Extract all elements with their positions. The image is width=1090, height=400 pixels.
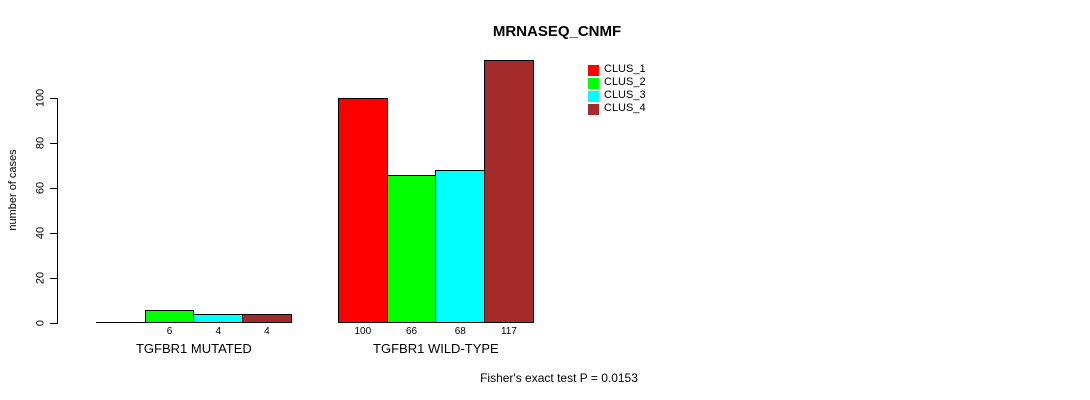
bar-value-label: 66 <box>405 326 418 337</box>
y-tick-label: 60 <box>34 181 47 195</box>
legend-label-clus-3: CLUS_3 <box>604 89 646 101</box>
bar-clus-4-tgfbr1-wild-type <box>484 59 534 323</box>
group-label-tgfbr1-wild-type: TGFBR1 WILD-TYPE <box>373 341 499 356</box>
y-tick-label: 0 <box>34 319 47 327</box>
legend-label-clus-4: CLUS_4 <box>604 102 646 114</box>
y-axis-tick <box>50 143 58 144</box>
bar-clus-1-tgfbr1-mutated <box>96 322 146 323</box>
legend-swatch-clus-4 <box>588 104 599 115</box>
bar-value-label: 100 <box>354 326 372 337</box>
y-axis-tick <box>50 278 58 279</box>
stat-annotation: Fisher's exact test P = 0.0153 <box>480 371 638 385</box>
y-axis-line <box>57 98 58 324</box>
y-axis-tick <box>50 323 58 324</box>
bar-clus-1-tgfbr1-wild-type <box>338 98 388 323</box>
y-axis-tick <box>50 98 58 99</box>
bar-clus-4-tgfbr1-mutated <box>242 314 292 323</box>
group-label-tgfbr1-mutated: TGFBR1 MUTATED <box>135 341 252 356</box>
y-tick-label: 40 <box>34 226 47 240</box>
legend-swatch-clus-3 <box>588 91 599 102</box>
legend-swatch-clus-2 <box>588 78 599 89</box>
chart-title: MRNASEQ_CNMF <box>492 23 622 40</box>
y-tick-label: 80 <box>34 136 47 150</box>
y-tick-label: 20 <box>34 271 47 285</box>
y-tick-label: 100 <box>34 88 47 108</box>
bar-clus-2-tgfbr1-mutated <box>144 309 195 323</box>
bar-value-label: 4 <box>264 326 270 337</box>
bar-clus-3-tgfbr1-wild-type <box>435 170 486 323</box>
bar-clus-2-tgfbr1-wild-type <box>386 174 437 323</box>
legend-swatch-clus-1 <box>588 65 599 76</box>
legend-label-clus-1: CLUS_1 <box>604 63 646 75</box>
legend-label-clus-2: CLUS_2 <box>604 76 646 88</box>
y-axis-tick <box>50 188 58 189</box>
bar-clus-3-tgfbr1-mutated <box>193 314 244 323</box>
y-axis-tick <box>50 233 58 234</box>
bar-value-label: 4 <box>215 326 222 337</box>
bar-value-label: 6 <box>166 326 173 337</box>
bar-value-label: 117 <box>500 326 517 337</box>
y-axis-label: number of cases <box>7 149 19 231</box>
bar-value-label: 68 <box>454 326 466 337</box>
